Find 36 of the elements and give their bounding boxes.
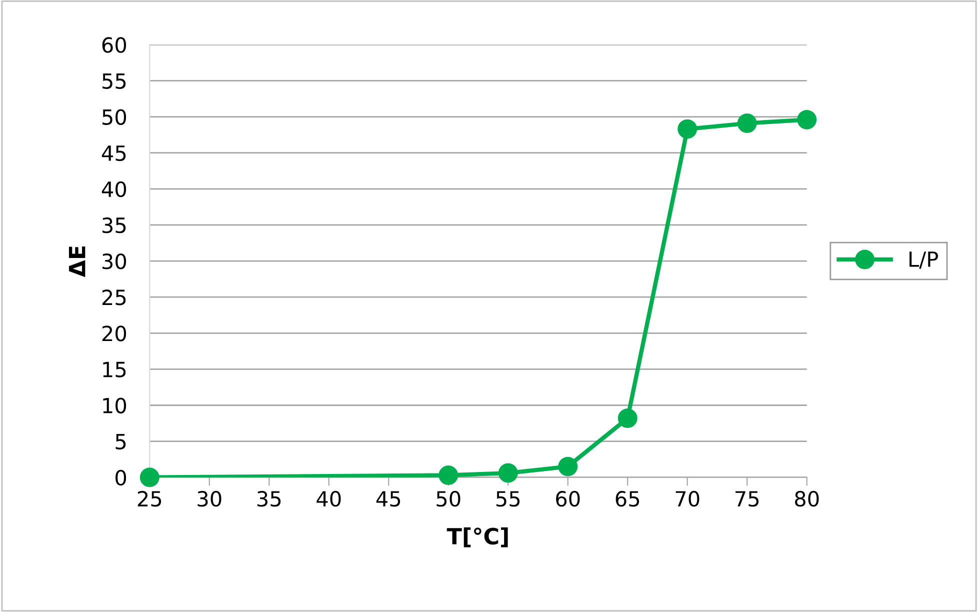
- x-tick-label: 30: [198, 490, 222, 507]
- legend-label: L/P: [910, 252, 938, 269]
- y-tick-label: 0: [116, 470, 126, 486]
- y-tick-label: 55: [102, 73, 126, 89]
- x-tick-label: 70: [676, 490, 700, 507]
- y-tick-label: 20: [102, 326, 126, 342]
- y-tick-label: 40: [102, 181, 126, 198]
- x-tick-label: 35: [257, 490, 281, 507]
- point: [438, 465, 458, 485]
- x-tick-label: 65: [616, 490, 640, 507]
- point: [678, 119, 698, 139]
- point: [737, 114, 757, 134]
- point: [558, 456, 578, 476]
- x-axis-title: T[°C]: [446, 527, 508, 548]
- y-tick-label: 60: [102, 37, 126, 53]
- x-tick-label: 45: [376, 491, 400, 507]
- x-tick-label: 25: [138, 490, 162, 507]
- y-tick-label: 50: [102, 109, 126, 125]
- x-tick-label: 60: [556, 490, 580, 507]
- y-tick-label: 45: [102, 146, 126, 162]
- y-tick-label: 30: [102, 253, 126, 270]
- y-tick-label: 5: [116, 434, 126, 450]
- x-tick-label: 55: [496, 491, 520, 507]
- y-tick-label: 25: [102, 290, 126, 306]
- point: [140, 468, 160, 488]
- y-tick-label: 10: [103, 398, 126, 414]
- y-tick-label: 15: [103, 362, 126, 378]
- y-tick-label: 35: [102, 217, 126, 234]
- x-tick-label: 50: [436, 490, 460, 507]
- x-tick-label: 80: [795, 490, 819, 507]
- y-axis-title: ΔE: [68, 246, 86, 278]
- x-tick-label: 75: [736, 491, 759, 507]
- point: [618, 408, 638, 428]
- point: [498, 463, 518, 483]
- point: [797, 110, 817, 130]
- x-tick-label: 40: [316, 490, 341, 507]
